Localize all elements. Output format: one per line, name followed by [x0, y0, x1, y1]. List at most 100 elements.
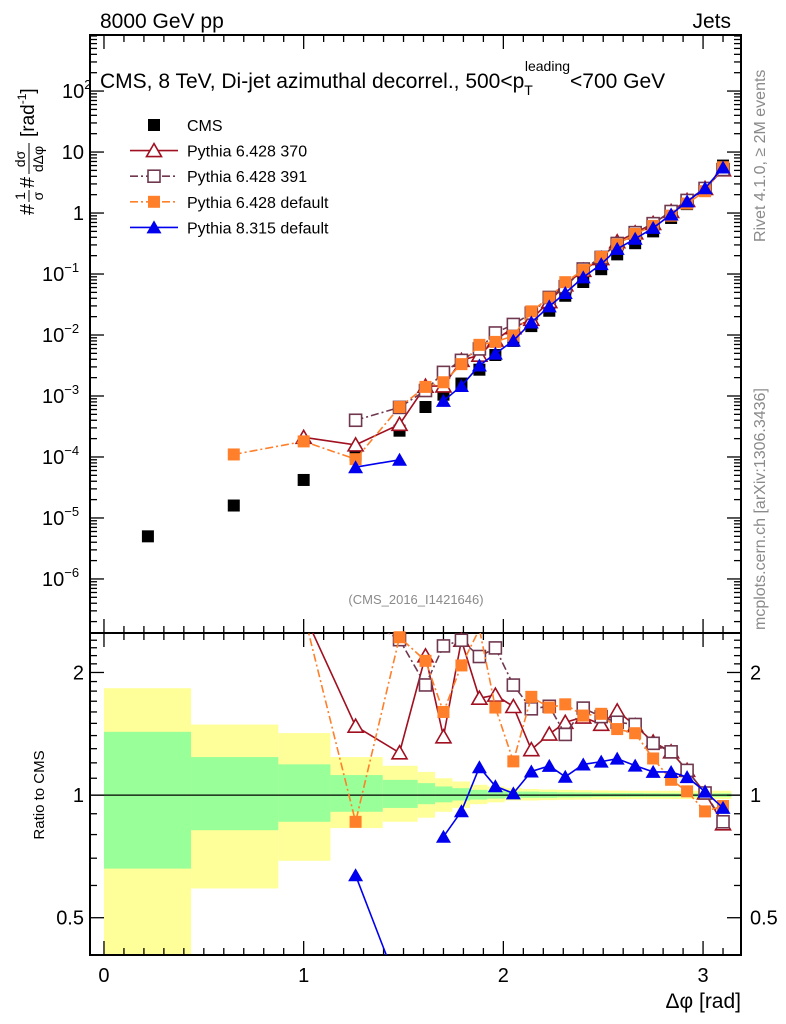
ratio-point — [647, 752, 660, 765]
data-point — [645, 220, 661, 234]
axes: 0 1 2 3 10−6 10−5 10−4 10−3 10−2 10−1 1 10 102 0.5 0.5… — [42, 34, 778, 987]
ratio-y-tick-label-left: 0.5 — [56, 908, 84, 930]
ratio-point — [681, 785, 694, 798]
data-point — [390, 415, 409, 432]
ratio-point — [393, 631, 406, 644]
data-point — [541, 299, 557, 313]
ratio-point — [715, 800, 731, 814]
data-point — [489, 335, 502, 348]
inner-band-bin — [435, 786, 453, 803]
ratio-point — [419, 654, 432, 667]
data-point — [575, 270, 591, 284]
ylabel-den2: dΔφ — [30, 146, 46, 172]
legend-label-pythia-6-428-391: Pythia 6.428 391 — [187, 169, 307, 186]
ratio-point — [418, 678, 433, 692]
ratio-point — [699, 805, 712, 818]
y-tick-label: 10−4 — [42, 443, 79, 469]
ratio-point — [664, 745, 678, 759]
data-point — [609, 241, 625, 255]
ratio-point — [595, 707, 608, 720]
series-cms — [141, 159, 730, 543]
ratio-point — [453, 804, 469, 818]
y-tick-label: 10−1 — [42, 260, 79, 286]
ratio-point — [506, 678, 521, 692]
ratio-point — [435, 829, 451, 843]
ratio-point — [592, 715, 611, 732]
data-point — [346, 436, 365, 452]
ratio-line — [354, 875, 388, 955]
data-point — [392, 452, 408, 466]
data-point — [141, 530, 154, 543]
data-point — [419, 401, 432, 414]
data-point — [348, 413, 363, 428]
ratio-point — [507, 755, 520, 768]
ratio-point — [608, 702, 627, 718]
series-line — [355, 458, 400, 468]
ratio-uncertainty-bands — [103, 688, 732, 955]
data-point — [506, 317, 521, 332]
ratio-point — [390, 744, 409, 760]
ratio-point — [611, 723, 624, 736]
ratio-y-tick-label-right: 0.5 — [750, 908, 778, 930]
ratio-y-tick-label-right: 2 — [750, 662, 761, 684]
data-point — [435, 393, 451, 407]
legend-marker-pythia-6-428-370 — [145, 141, 163, 158]
y-tick-label: 102 — [62, 77, 91, 103]
data-point — [297, 473, 310, 486]
data-series — [141, 159, 732, 955]
ratio-point — [472, 649, 487, 664]
ratio-point — [663, 764, 679, 778]
ratio-point — [436, 639, 451, 653]
data-point — [557, 286, 573, 300]
inner-band-bin — [330, 775, 383, 812]
ratio-line — [307, 633, 724, 823]
data-point — [663, 207, 679, 221]
data-point — [543, 291, 556, 304]
legend: CMS Pythia 6.428 370 Pythia 6.428 391 Pythi… — [130, 118, 329, 237]
ratio-point — [349, 815, 362, 828]
ratio-point — [575, 757, 591, 771]
ratio-point — [559, 698, 572, 711]
ratio-point — [629, 727, 642, 740]
ratio-y-tick-label-left: 1 — [73, 785, 84, 807]
ratio-point — [557, 769, 573, 783]
data-point — [455, 358, 468, 371]
ratio-point — [434, 728, 453, 744]
ratio-point — [455, 659, 468, 672]
data-point — [505, 333, 521, 347]
inner-band-bin — [103, 731, 192, 869]
ratio-point — [627, 758, 643, 772]
ratio-point — [525, 690, 538, 703]
data-point — [595, 251, 608, 264]
x-tick-label: 1 — [298, 965, 309, 987]
data-point — [471, 358, 487, 372]
data-point — [487, 346, 503, 360]
y-tick-label: 10−3 — [42, 382, 79, 408]
ratio-point — [437, 705, 450, 718]
data-point — [593, 257, 609, 271]
ratio-point — [505, 786, 521, 800]
ratio-point — [504, 697, 523, 714]
ratio-y-label: Ratio to CMS — [31, 750, 48, 839]
data-point — [227, 448, 240, 461]
ratio-point — [524, 702, 539, 716]
data-point — [348, 460, 364, 474]
analysis-id: (CMS_2016_I1421646) — [348, 592, 483, 607]
ylabel-num1: 1 — [12, 192, 28, 200]
series-line — [233, 166, 724, 461]
y-tick-label: 10−6 — [42, 565, 79, 591]
data-point — [523, 315, 539, 329]
title-sub: T — [524, 82, 533, 98]
series-pythia-6-428-default — [227, 161, 730, 828]
data-point — [627, 231, 643, 245]
x-tick-label: 3 — [697, 965, 708, 987]
data-point — [437, 376, 450, 389]
ylabel-num2: dσ — [12, 150, 28, 167]
title-main: CMS, 8 TeV, Di-jet azimuthal decorrel., … — [100, 70, 524, 93]
series-pythia-6-428-370 — [294, 161, 732, 831]
ratio-point — [522, 741, 541, 757]
ratio-y-tick-label-right: 1 — [750, 785, 761, 807]
ratio-point — [593, 754, 609, 768]
series-line — [303, 169, 724, 446]
ratio-point — [454, 633, 469, 648]
